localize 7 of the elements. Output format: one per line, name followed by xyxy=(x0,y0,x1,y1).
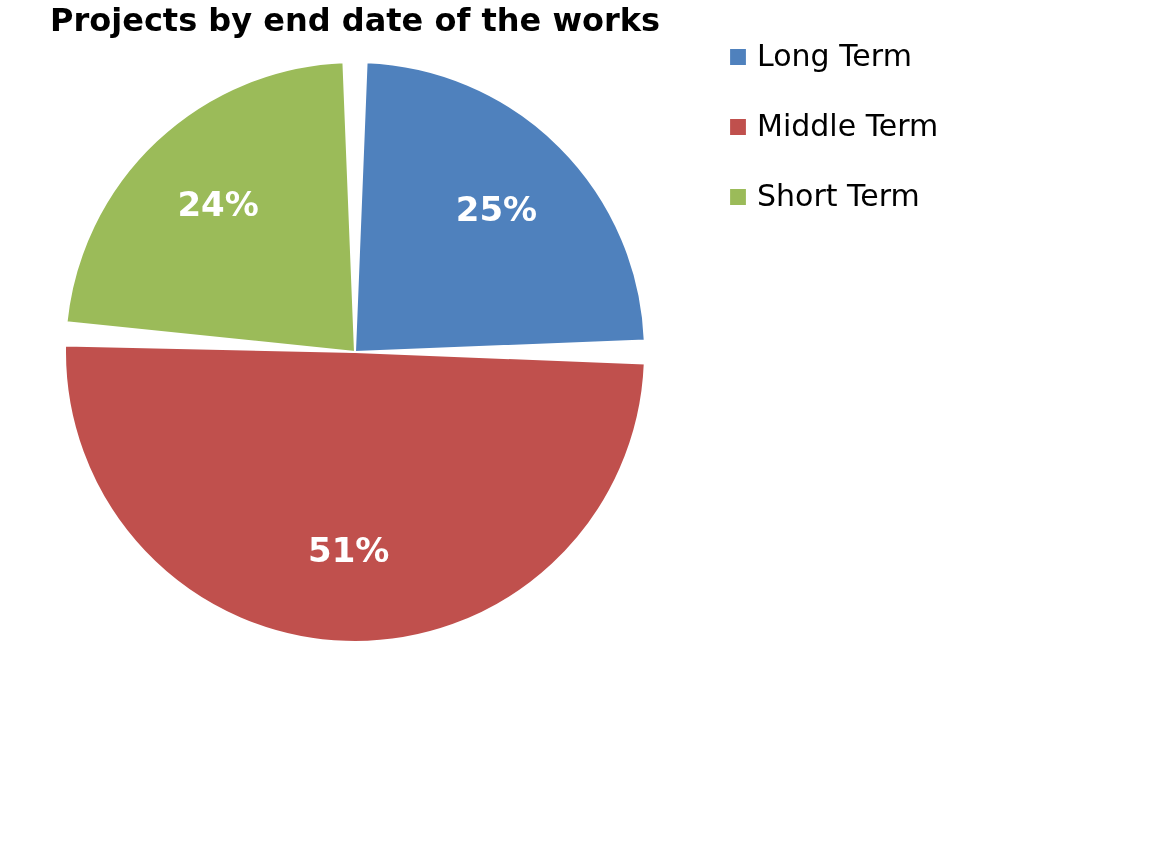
legend-label: Middle Term xyxy=(757,108,939,143)
data-label: 51% xyxy=(308,529,390,570)
data-label: 24% xyxy=(177,184,259,225)
legend-label: Long Term xyxy=(757,38,912,73)
chart-title: Projects by end date of the works xyxy=(49,1,661,39)
legend-label: Short Term xyxy=(757,178,920,213)
data-label: 25% xyxy=(455,188,538,229)
